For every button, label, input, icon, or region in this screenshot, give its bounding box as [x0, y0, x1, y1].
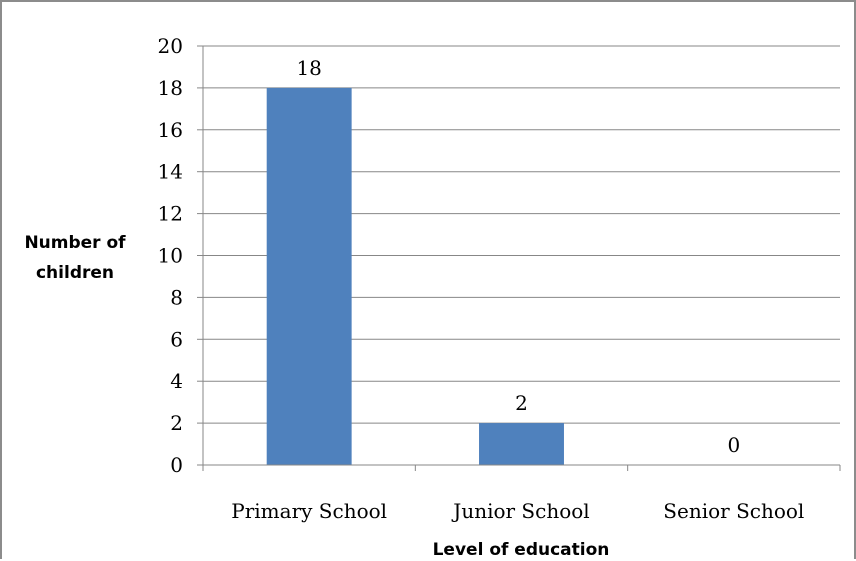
bars — [266, 87, 564, 466]
y-tick-label: 6 — [170, 327, 183, 351]
x-category-label: Senior School — [663, 499, 804, 523]
y-tick-label: 14 — [158, 160, 183, 184]
x-category-label: Junior School — [451, 499, 589, 523]
bar-junior-school — [479, 423, 564, 465]
y-tick-label: 2 — [170, 411, 183, 435]
bar-primary-school — [266, 87, 352, 466]
y-tick-label: 0 — [170, 453, 183, 477]
x-category-label: Primary School — [231, 499, 387, 523]
axes — [197, 45, 841, 471]
y-tick-label: 20 — [158, 34, 183, 58]
y-tick-label: 10 — [158, 244, 183, 268]
y-tick-label: 8 — [170, 285, 183, 309]
y-tick-label: 18 — [158, 76, 183, 100]
data-label: 18 — [296, 56, 321, 80]
y-tick-label: 4 — [170, 369, 183, 393]
y-tick-label: 16 — [158, 118, 183, 142]
x-axis-title: Level of education — [433, 540, 610, 560]
y-axis-title-line-1: Number of — [24, 233, 126, 253]
y-axis-title-line-2: children — [36, 263, 114, 283]
y-tick-label: 12 — [158, 202, 183, 226]
data-label: 2 — [515, 391, 528, 415]
data-label: 0 — [727, 433, 740, 457]
labels: 0 2 4 6 8 10 12 14 16 18 20 18 Primary School 2 Junior… — [158, 34, 805, 523]
